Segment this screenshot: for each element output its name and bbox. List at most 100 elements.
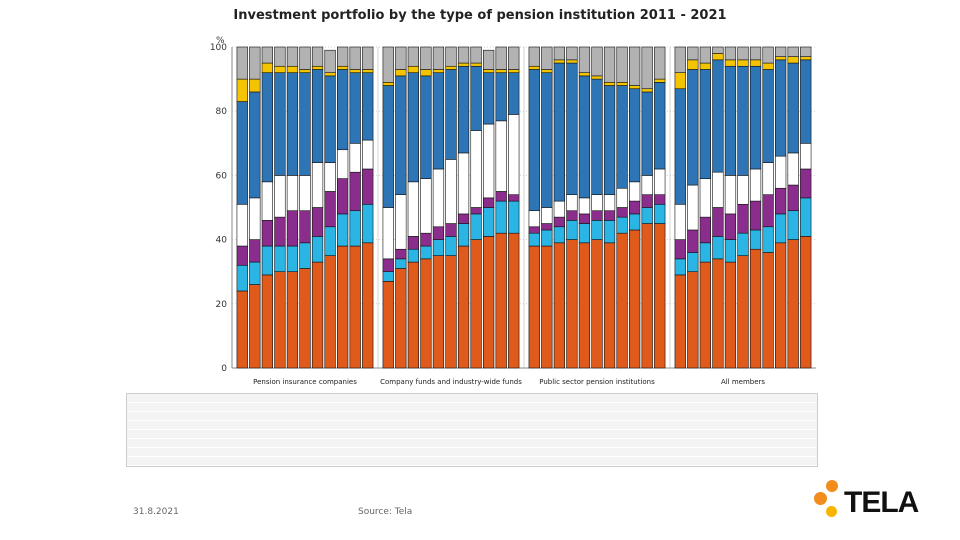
bar-segment bbox=[324, 226, 336, 256]
bar-segment bbox=[528, 245, 540, 369]
bar-segment bbox=[236, 264, 248, 292]
bar-segment bbox=[420, 46, 432, 70]
bar-segment bbox=[445, 46, 457, 67]
bar-segment bbox=[674, 239, 686, 260]
bar-segment bbox=[528, 65, 540, 70]
bar-segment bbox=[432, 46, 445, 70]
bar-segment bbox=[395, 268, 407, 369]
bar-segment bbox=[687, 69, 699, 186]
bar-segment bbox=[641, 88, 653, 93]
bar-segment bbox=[470, 46, 482, 64]
bar-segment bbox=[737, 203, 749, 234]
bar-segment bbox=[349, 210, 361, 247]
bar-segment bbox=[457, 46, 470, 64]
bar-segment bbox=[578, 223, 591, 244]
bar-segment bbox=[603, 82, 616, 86]
bar-segment bbox=[349, 245, 361, 369]
bar-segment bbox=[483, 72, 495, 125]
bar-segment bbox=[432, 239, 445, 256]
bar-segment bbox=[495, 191, 507, 202]
bar-segment bbox=[445, 255, 457, 369]
bar-segment bbox=[674, 203, 686, 240]
bar-segment bbox=[541, 207, 553, 224]
bar-segment bbox=[420, 69, 432, 77]
bar-segment bbox=[687, 184, 699, 231]
bar-segment bbox=[641, 91, 653, 176]
bar-segment bbox=[775, 59, 787, 157]
logo-dot-left-icon bbox=[814, 492, 827, 505]
bar-segment bbox=[395, 69, 407, 77]
y-tick-label: 40 bbox=[216, 236, 228, 246]
bar-segment bbox=[528, 69, 540, 212]
bar-segment bbox=[775, 187, 787, 215]
bar-segment bbox=[762, 252, 774, 369]
y-tick-label: 100 bbox=[210, 43, 227, 53]
logo-dot-top-icon bbox=[826, 480, 838, 492]
bar-segment bbox=[641, 194, 653, 208]
bar-segment bbox=[432, 69, 445, 73]
bar-segment bbox=[687, 46, 699, 61]
bar-segment bbox=[337, 149, 349, 179]
bar-segment bbox=[261, 46, 273, 64]
bar-segment bbox=[541, 72, 553, 208]
bar-segment bbox=[299, 69, 311, 73]
bar-segment bbox=[362, 72, 374, 141]
bar-segment bbox=[578, 46, 591, 73]
bar-segment bbox=[324, 191, 336, 228]
logo-text: TELA bbox=[844, 486, 919, 519]
bar-segment bbox=[787, 152, 799, 186]
bar-segment bbox=[470, 213, 482, 240]
bar-segment bbox=[578, 197, 591, 215]
y-tick-label: 0 bbox=[221, 364, 227, 374]
bar-segment bbox=[553, 226, 565, 244]
bar-segment bbox=[470, 62, 482, 67]
logo-dot-bottom-icon bbox=[826, 506, 837, 517]
bar-segment bbox=[629, 88, 641, 183]
bar-segment bbox=[324, 49, 336, 73]
bar-segment bbox=[457, 223, 470, 247]
bar-segment bbox=[274, 245, 286, 273]
bar-segment bbox=[349, 72, 361, 144]
bar-segment bbox=[712, 59, 724, 173]
bar-segment bbox=[470, 207, 482, 215]
bar-segment bbox=[787, 56, 799, 64]
bar-segment bbox=[261, 181, 273, 221]
bar-segment bbox=[299, 46, 311, 70]
bar-segment bbox=[420, 245, 432, 260]
bar-segment bbox=[687, 271, 699, 369]
bar-segment bbox=[337, 213, 349, 247]
bar-segment bbox=[311, 69, 324, 163]
bar-segment bbox=[629, 181, 641, 202]
bar-segment bbox=[349, 69, 361, 73]
bar-segment bbox=[629, 85, 641, 90]
bar-segment bbox=[407, 236, 419, 250]
bar-segment bbox=[674, 274, 686, 369]
bar-segment bbox=[407, 248, 419, 263]
bar-segment bbox=[541, 229, 553, 247]
bar-segment bbox=[603, 220, 616, 244]
bar-segment bbox=[483, 69, 495, 73]
bar-segment bbox=[578, 213, 591, 224]
bar-segment bbox=[737, 59, 749, 67]
bar-segment bbox=[654, 46, 666, 80]
bar-segment bbox=[299, 268, 311, 369]
bar-segment bbox=[286, 46, 299, 67]
bar-segment bbox=[712, 53, 724, 61]
bar-segment bbox=[654, 168, 666, 195]
bar-segment bbox=[495, 72, 507, 122]
bar-segment bbox=[286, 72, 299, 176]
bar-segment bbox=[629, 46, 641, 86]
bar-segment bbox=[616, 187, 628, 208]
bar-segment bbox=[749, 59, 762, 67]
bar-segment bbox=[800, 168, 812, 199]
bar-segment bbox=[508, 232, 520, 369]
y-tick-label: 60 bbox=[216, 171, 228, 181]
bar-segment bbox=[395, 46, 407, 70]
bar-segment bbox=[299, 175, 311, 212]
bar-segment bbox=[249, 261, 261, 285]
bar-segment bbox=[432, 255, 445, 369]
data-table-strip bbox=[126, 393, 818, 467]
bar-segment bbox=[261, 274, 273, 369]
bar-segment bbox=[566, 62, 578, 195]
bar-segment bbox=[737, 255, 749, 369]
